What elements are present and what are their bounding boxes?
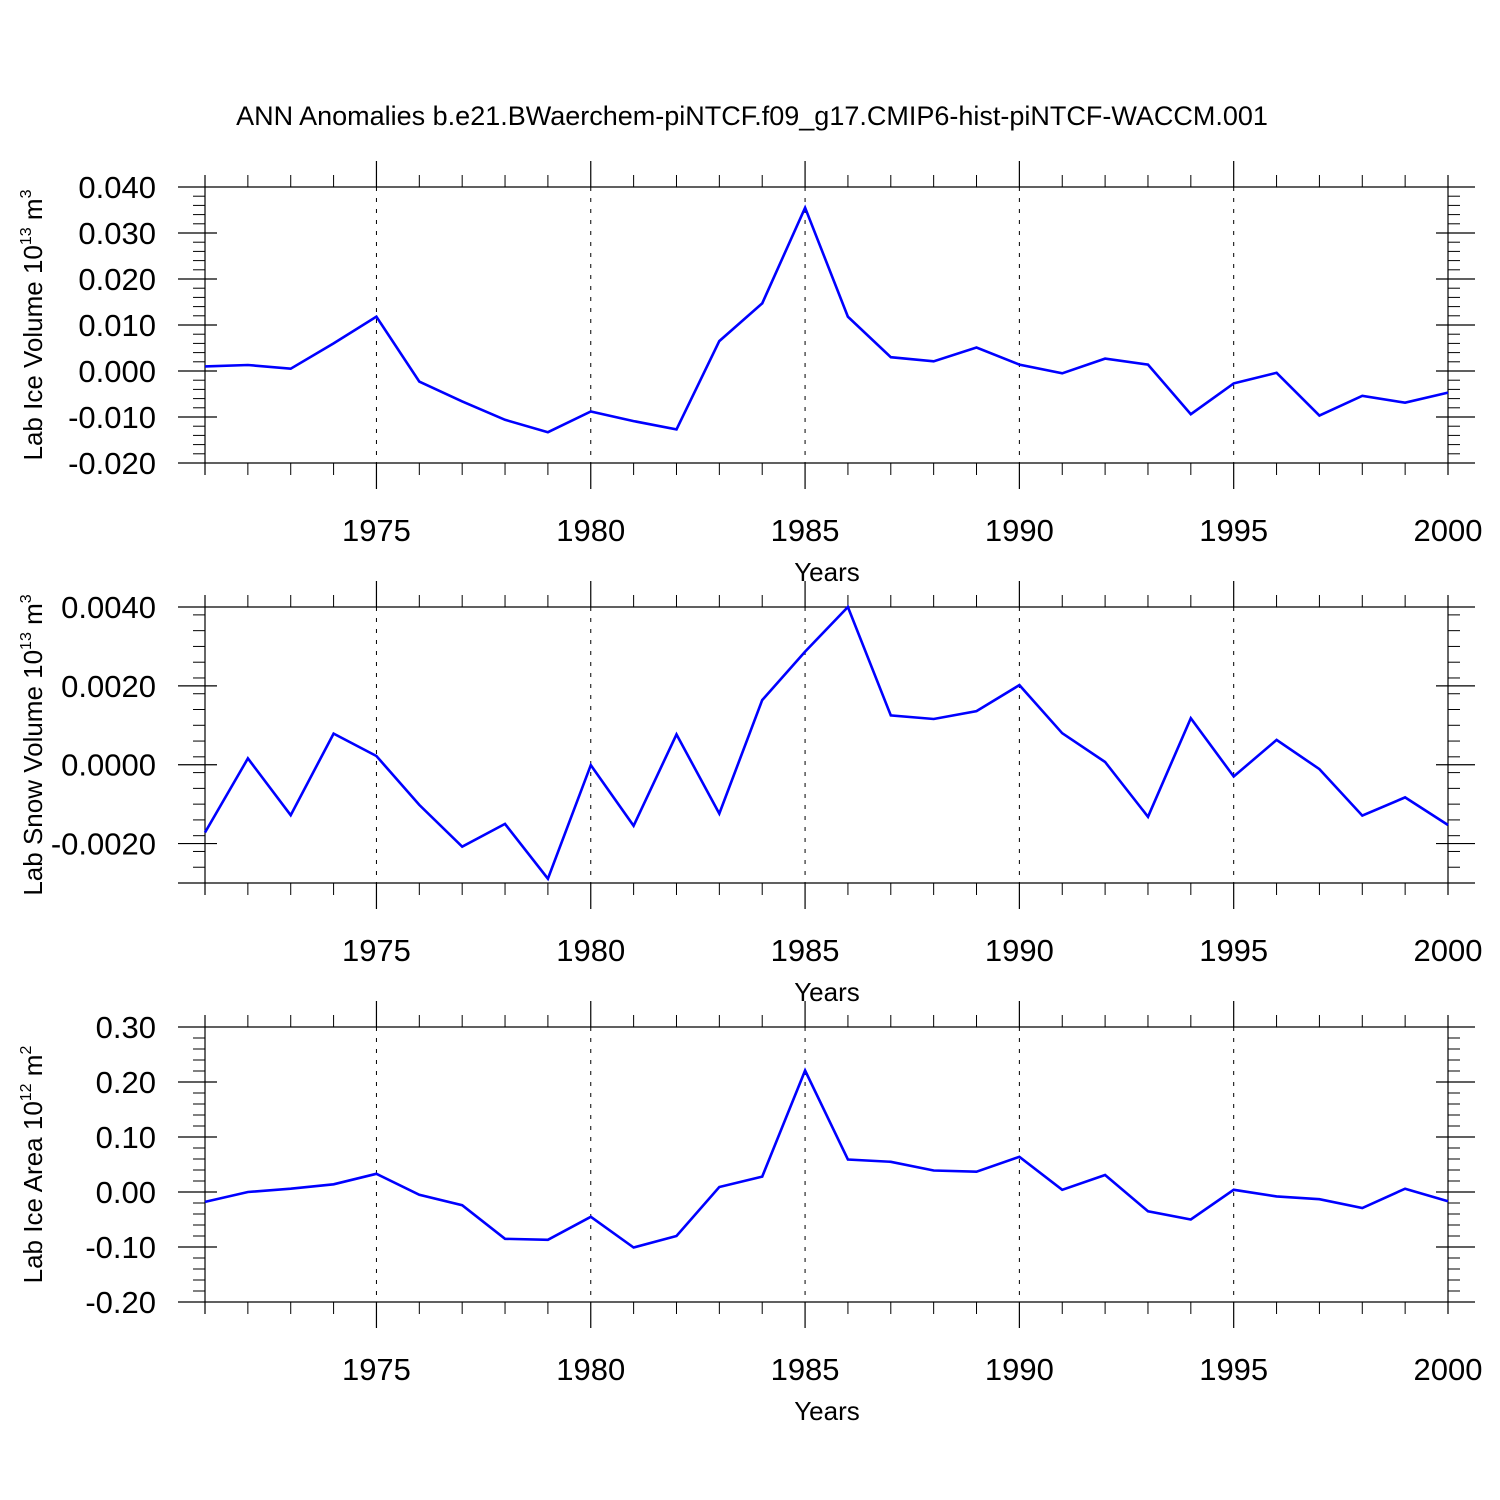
y-tick-label: 0.0040 <box>61 590 156 625</box>
y-tick-label: -0.10 <box>85 1230 156 1265</box>
y-tick-label: 0.040 <box>78 170 156 205</box>
panel-3: -0.20 -0.10 0.00 0.10 0.20 0.30 1975 1980 1985 19… <box>18 1001 1482 1426</box>
x-tick-label: 1990 <box>985 513 1054 548</box>
x-tick-label: 2000 <box>1414 513 1483 548</box>
y-tick-label: 0.0000 <box>61 748 156 783</box>
x-tick-label: 1990 <box>985 933 1054 968</box>
y-axis-label: Lab Snow Volume 1013 m3 <box>18 594 48 895</box>
series-line-1 <box>204 204 1449 434</box>
y-tick-label: -0.20 <box>85 1285 156 1320</box>
series-line-1 <box>204 1067 1449 1249</box>
x-tick-label: 1980 <box>556 513 625 548</box>
series-line-1 <box>203 604 1449 882</box>
x-tick-label: 1975 <box>342 933 411 968</box>
y-tick-label: 0.00 <box>96 1175 156 1210</box>
x-tick-label: 1995 <box>1199 933 1268 968</box>
y-tick-label: 0.030 <box>78 216 156 251</box>
y-tick-label: 0.020 <box>78 262 156 297</box>
y-tick-label: 0.30 <box>96 1010 156 1045</box>
x-tick-label: 1975 <box>342 1352 411 1387</box>
y-tick-label: -0.020 <box>68 446 156 481</box>
x-tick-label: 1985 <box>771 1352 840 1387</box>
y-axis-label: Lab Ice Area 1012 m2 <box>18 1046 48 1284</box>
x-tick-label: 1995 <box>1199 1352 1268 1387</box>
y-axis-label: Lab Ice Volume 1013 m3 <box>18 189 48 460</box>
y-tick-label: 0.0020 <box>61 669 156 704</box>
panel-2: -0.0020 0.0000 0.0020 0.0040 1975 1980 1985 199… <box>18 581 1482 1007</box>
x-tick-label: 1980 <box>556 933 625 968</box>
y-tick-label: 0.010 <box>78 308 156 343</box>
panel-1: -0.020 -0.010 0.000 0.010 0.020 0.030 0.040 197… <box>18 161 1482 587</box>
y-tick-label: 0.000 <box>78 354 156 389</box>
panels: -0.020 -0.010 0.000 0.010 0.020 0.030 0.040 197… <box>18 161 1482 1426</box>
y-tick-label: -0.0020 <box>51 827 156 862</box>
x-tick-label: 2000 <box>1414 1352 1483 1387</box>
y-tick-label: 0.10 <box>96 1120 156 1155</box>
x-tick-label: 1985 <box>771 513 840 548</box>
y-tick-label: 0.20 <box>96 1065 156 1100</box>
y-tick-label: -0.010 <box>68 400 156 435</box>
x-axis-label: Years <box>794 977 860 1007</box>
x-axis-label: Years <box>794 1396 860 1426</box>
x-tick-label: 2000 <box>1414 933 1483 968</box>
chart-title: ANN Anomalies b.e21.BWaerchem-piNTCF.f09… <box>236 101 1268 131</box>
x-tick-label: 1995 <box>1199 513 1268 548</box>
x-tick-label: 1985 <box>771 933 840 968</box>
x-tick-label: 1990 <box>985 1352 1054 1387</box>
x-axis-label: Years <box>794 557 860 587</box>
x-tick-label: 1980 <box>556 1352 625 1387</box>
x-tick-label: 1975 <box>342 513 411 548</box>
